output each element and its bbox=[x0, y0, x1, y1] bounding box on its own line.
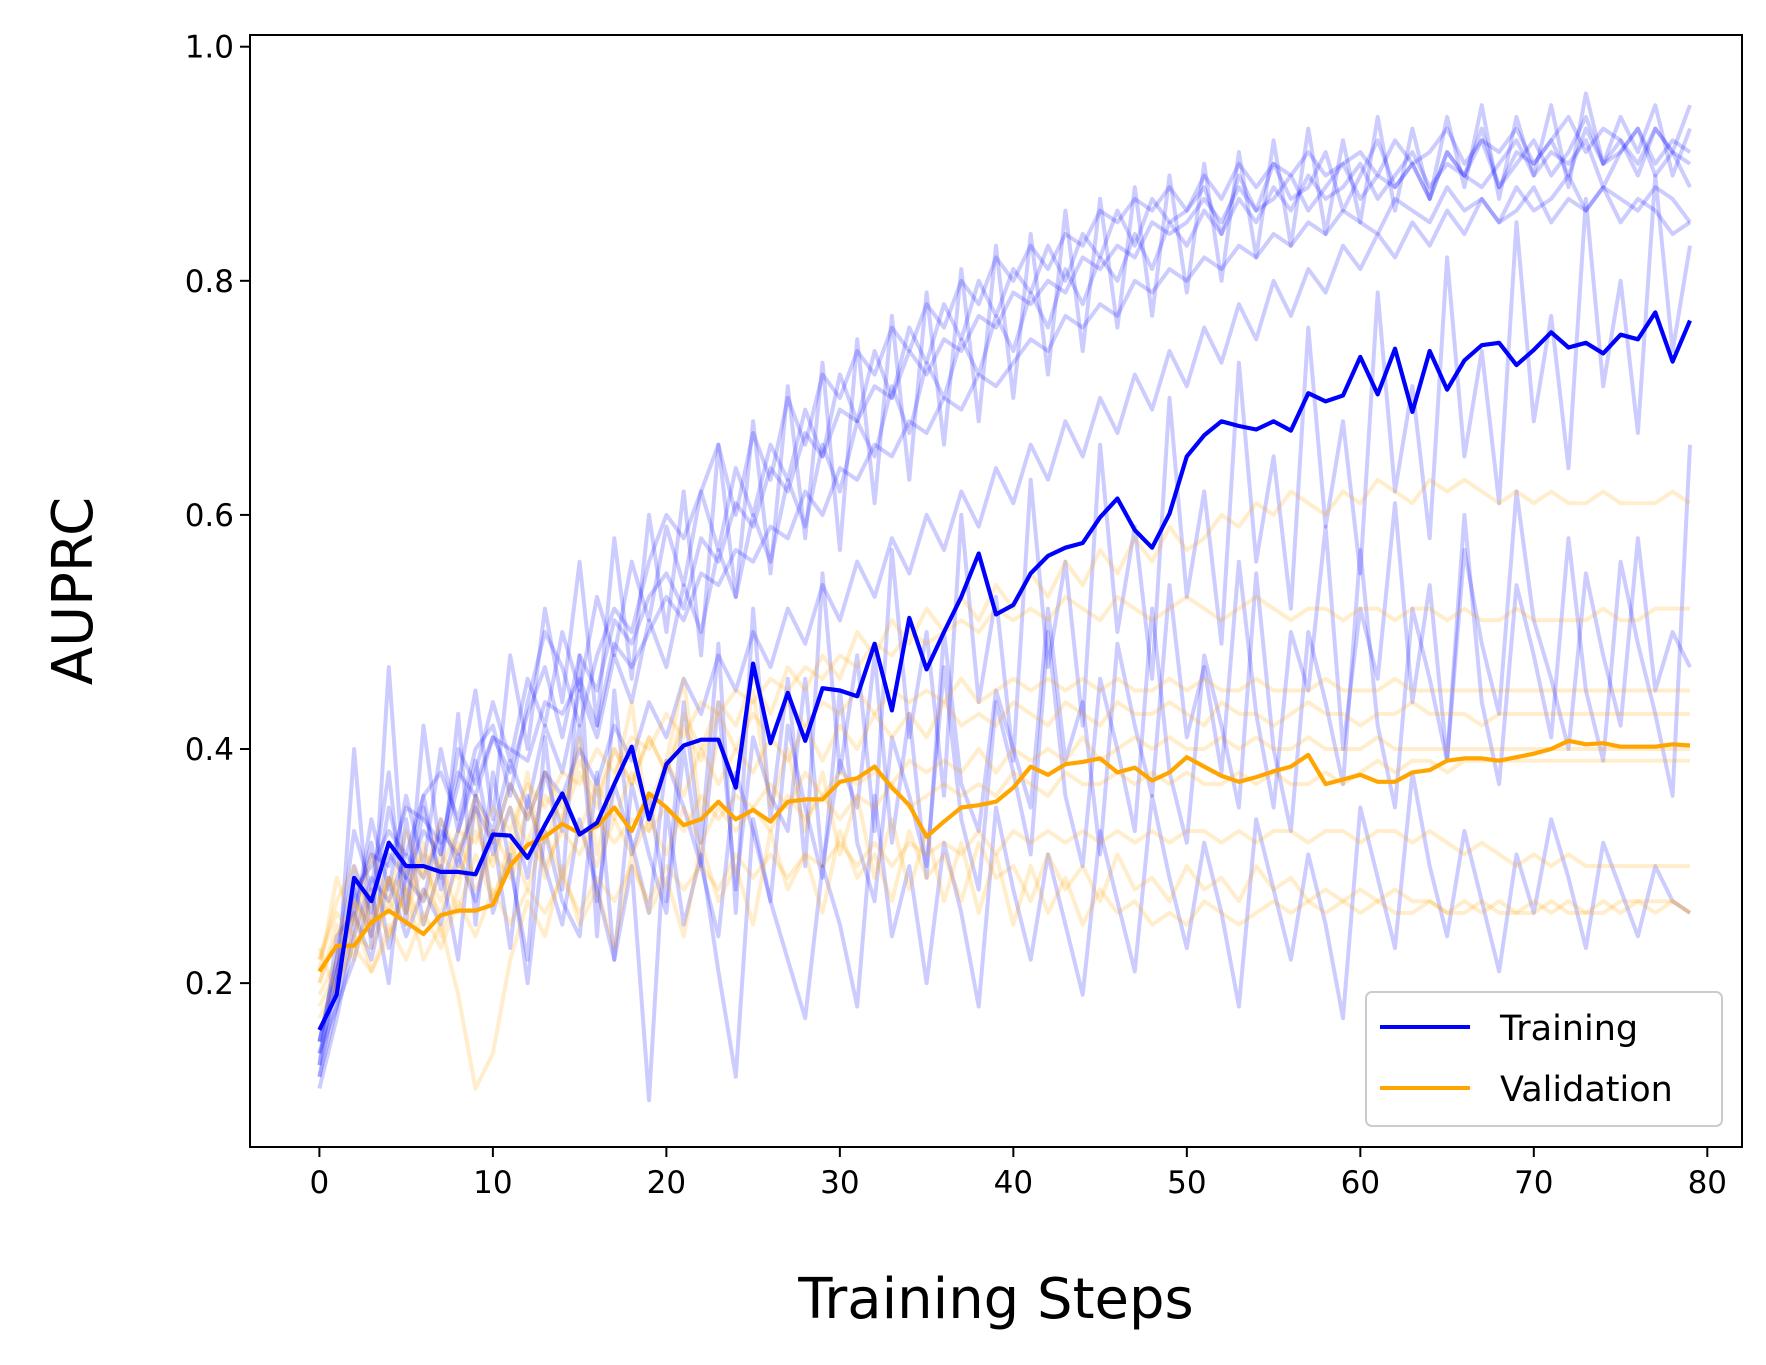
y-tick-label: 1.0 bbox=[185, 30, 234, 66]
faint-validation-run-6 bbox=[317, 758, 1690, 984]
faint-training-run-4 bbox=[317, 173, 1692, 1066]
legend-training-label: Training bbox=[1499, 1009, 1638, 1049]
faint-training-run-7 bbox=[317, 91, 1692, 1043]
faint-training-run-5 bbox=[317, 185, 1692, 1089]
x-tick-label: 70 bbox=[1514, 1165, 1553, 1201]
x-tick-label: 30 bbox=[820, 1165, 859, 1201]
x-tick-label: 40 bbox=[994, 1165, 1033, 1201]
x-tick-label: 10 bbox=[473, 1165, 512, 1201]
x-tick-label: 0 bbox=[310, 1165, 330, 1201]
faint-validation-run-1 bbox=[317, 477, 1692, 961]
series-line-validation bbox=[317, 738, 1691, 973]
x-tick-label: 80 bbox=[1688, 1165, 1727, 1201]
faint-training-run-10 bbox=[317, 770, 1692, 1103]
x-axis-title: Training Steps bbox=[797, 1267, 1193, 1332]
y-tick-label: 0.8 bbox=[185, 264, 234, 300]
x-tick-label: 50 bbox=[1167, 1165, 1206, 1201]
plot-area-frame bbox=[249, 34, 1743, 1148]
faint-training-runs bbox=[317, 91, 1692, 1103]
faint-validation-run-3 bbox=[317, 676, 1690, 972]
faint-validation-run-8 bbox=[317, 829, 1692, 1091]
y-tick-label: 0.4 bbox=[185, 732, 234, 768]
mean-series bbox=[317, 310, 1692, 1031]
legend: Training Validation bbox=[1365, 991, 1723, 1127]
x-tick-label: 60 bbox=[1341, 1165, 1380, 1201]
faint-training-run-8 bbox=[317, 126, 1692, 1054]
y-tick-label: 0.6 bbox=[185, 498, 234, 534]
series-line-training bbox=[317, 310, 1692, 1031]
faint-training-run-2 bbox=[317, 126, 1692, 1043]
faint-validation-run-2 bbox=[317, 594, 1690, 984]
faint-training-run-9 bbox=[317, 489, 1692, 1066]
faint-validation-runs bbox=[317, 477, 1692, 1091]
faint-training-run-3 bbox=[317, 114, 1692, 1055]
faint-validation-run-5 bbox=[317, 735, 1690, 1008]
y-axis-ticks: 0.2 0.4 0.6 0.8 1.0 bbox=[185, 30, 250, 1002]
faint-training-run-1 bbox=[317, 104, 1692, 1078]
x-tick-label: 20 bbox=[647, 1165, 686, 1201]
y-axis-title: AUPRC bbox=[41, 497, 106, 685]
faint-training-run-11 bbox=[317, 444, 1692, 1043]
legend-validation-label: Validation bbox=[1500, 1070, 1673, 1110]
x-axis-ticks: 0 10 20 30 40 50 60 70 80 bbox=[310, 1147, 1727, 1201]
faint-validation-run-7 bbox=[317, 829, 1690, 1020]
y-tick-label: 0.2 bbox=[185, 966, 234, 1002]
faint-training-run-6 bbox=[317, 173, 1692, 1031]
faint-validation-run-9 bbox=[317, 676, 1692, 961]
